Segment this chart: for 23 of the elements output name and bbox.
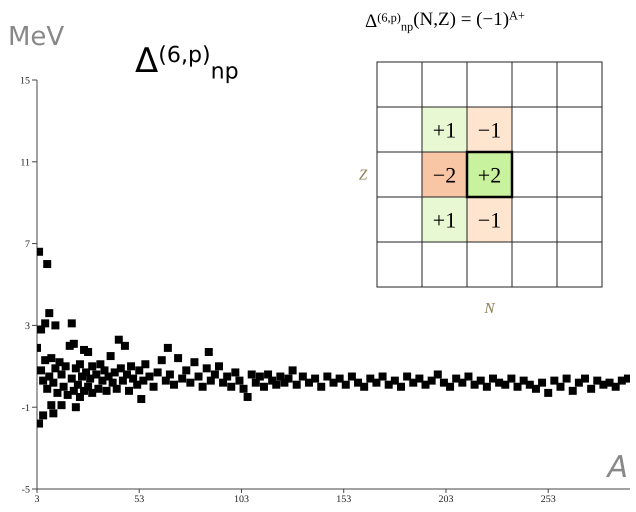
text: −1 [478, 208, 502, 232]
y-tick-label: 11 [20, 157, 30, 168]
text: Δ$^{(6,p)}$$_{np}$(N,Z) = (−1)$^{A+}$ [365, 8, 525, 34]
y-tick-label: 15 [20, 76, 30, 87]
text: −2 [432, 162, 456, 188]
x-axis-title: A [605, 450, 628, 485]
x-tick-label: 153 [336, 494, 352, 506]
y-tick-label: -1 [22, 402, 30, 414]
x-tick-label: 3 [34, 494, 40, 506]
x-tick-label: 103 [234, 494, 249, 506]
y-tick-label: -5 [22, 484, 30, 496]
text: N [483, 301, 496, 317]
x-tick-label: 53 [134, 494, 144, 506]
text: +2 [478, 162, 502, 188]
text: +1 [432, 208, 456, 232]
text: +1 [432, 118, 456, 142]
x-tick-label: 203 [438, 494, 454, 506]
x-tick-label: 253 [540, 494, 556, 506]
text: Z [358, 168, 368, 184]
text: −1 [478, 118, 502, 142]
y-axis-title: MeV [8, 22, 64, 52]
y-tick-label: 3 [25, 320, 30, 332]
y-tick-label: 7 [25, 239, 30, 250]
